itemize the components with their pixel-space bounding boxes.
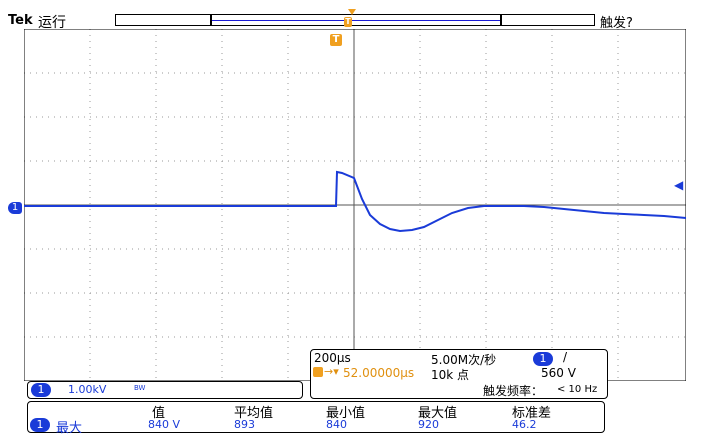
trigger-slope-icon: / — [563, 350, 568, 364]
meas-channel-badge: 1 — [30, 418, 50, 432]
meas-header-mean: 平均值 — [234, 406, 274, 421]
sample-rate: 5.00M次/秒 — [431, 353, 497, 367]
time-per-div: 200µs — [314, 351, 351, 365]
trigger-position-top-marker[interactable]: T — [344, 17, 352, 27]
ch1-badge: 1 — [31, 383, 51, 397]
bandwidth-limit-icon: BW — [134, 384, 146, 392]
horizontal-trigger-panel: 200µs 5.00M次/秒 1 / →▾ 52.00000µs 10k 点 5… — [310, 349, 608, 399]
trigger-frequency-label: 触发频率： — [483, 384, 544, 398]
meas-header-value: 值 — [152, 406, 166, 421]
ch1-volts-per-div: 1.00kV — [68, 383, 107, 396]
waveform-graticule — [24, 29, 686, 381]
trigger-source-badge: 1 — [533, 352, 553, 366]
ch1-waveform-trace — [24, 170, 686, 233]
meas-header-max: 最大值 — [418, 406, 458, 421]
run-state: 运行 — [38, 15, 66, 31]
brand-logo: Tek — [8, 13, 33, 28]
trigger-level: 560 V — [541, 366, 576, 380]
trigger-time-marker[interactable]: T — [330, 34, 342, 46]
record-trace-line — [212, 20, 500, 21]
meas-min: 840 — [326, 418, 347, 431]
meas-header-min: 最小值 — [326, 406, 366, 421]
ch1-readout[interactable]: 1 1.00kV BW — [27, 381, 303, 399]
horizontal-delay: 52.00000µs — [343, 366, 415, 380]
trigger-level-arrow-icon: ◀ — [674, 178, 684, 192]
trigger-status: 触发? — [600, 16, 633, 31]
meas-mean: 893 — [234, 418, 255, 431]
delay-trigger-icon — [313, 367, 323, 377]
meas-type[interactable]: 最大 — [56, 421, 83, 436]
trigger-frequency-value: < 10 Hz — [557, 384, 598, 395]
record-view-window[interactable] — [210, 14, 502, 26]
record-length: 10k 点 — [431, 368, 470, 382]
measurement-panel: 值 平均值 最小值 最大值 标准差 1 最大 840 V 893 840 920… — [27, 401, 605, 436]
meas-stddev: 46.2 — [512, 418, 537, 431]
ch1-ground-marker[interactable]: 1 — [8, 202, 22, 214]
trigger-pointer-icon — [348, 9, 356, 15]
meas-value: 840 V — [148, 418, 181, 431]
delay-arrow-icon: →▾ — [324, 365, 339, 378]
meas-max: 920 — [418, 418, 439, 431]
meas-header-stddev: 标准差 — [512, 406, 552, 421]
